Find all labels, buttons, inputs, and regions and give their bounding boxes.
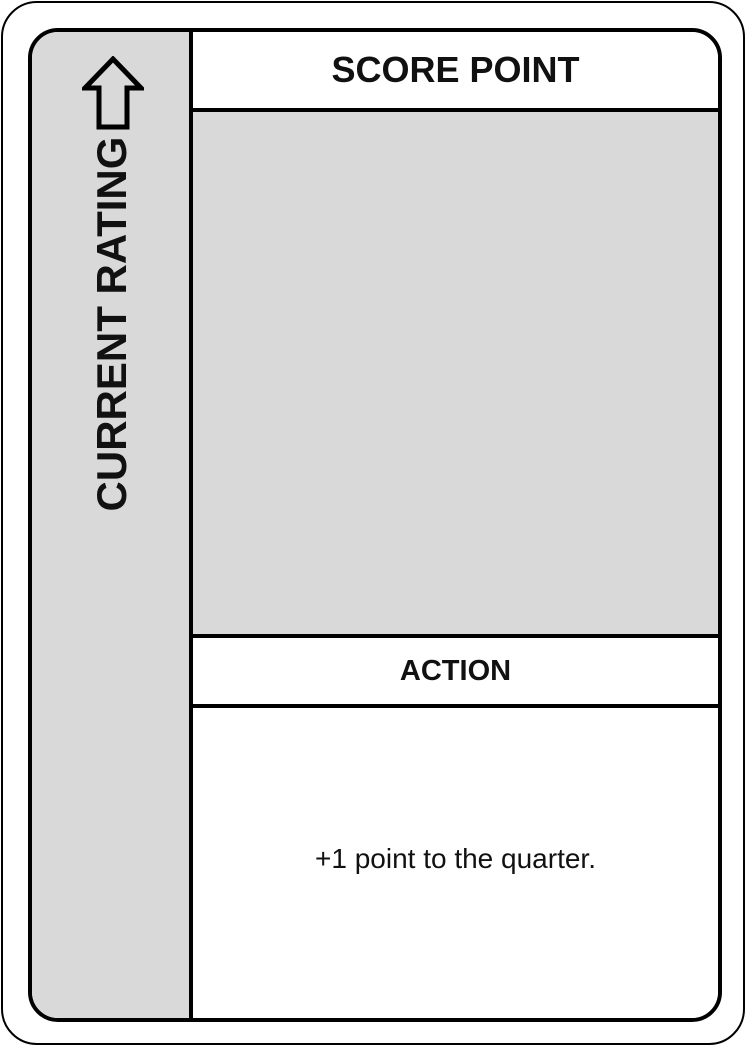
game-card: CURRENT RATING SCORE POINT ACTION +1 poi…	[28, 28, 722, 1022]
card-main: SCORE POINT ACTION +1 point to the quart…	[193, 32, 718, 1018]
action-heading: ACTION	[399, 654, 512, 687]
card-title: SCORE POINT	[331, 49, 580, 90]
card-sidebar: CURRENT RATING	[32, 32, 193, 1018]
current-rating-label: CURRENT RATING	[88, 136, 135, 512]
arrow-up-icon	[82, 56, 144, 130]
action-heading-bar: ACTION	[193, 638, 718, 708]
card-art-area	[193, 112, 718, 638]
card-effect-text: +1 point to the quarter.	[315, 843, 596, 874]
card-title-bar: SCORE POINT	[193, 32, 718, 112]
card-effect-area: +1 point to the quarter.	[193, 708, 718, 1018]
